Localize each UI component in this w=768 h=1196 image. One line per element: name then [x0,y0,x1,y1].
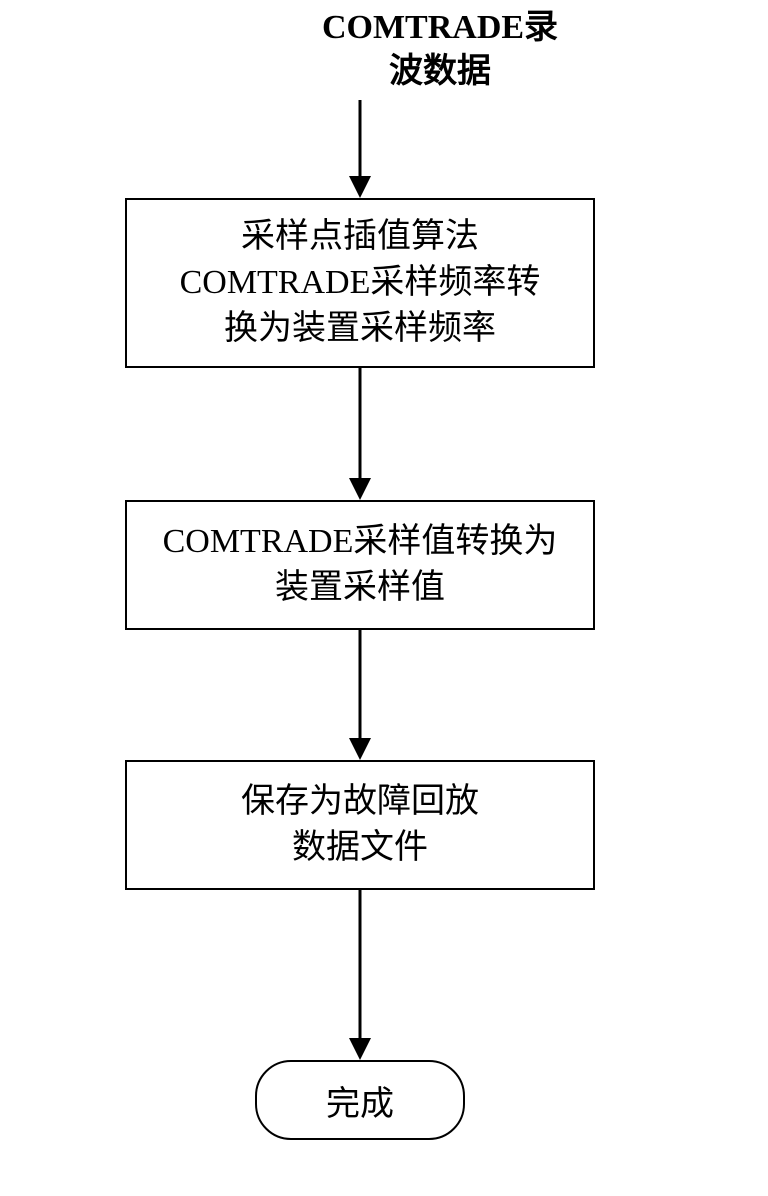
arrow-4 [340,890,380,1062]
flowchart-title: COMTRADE录 波数据 [290,6,590,94]
title-line1: COMTRADE录 [322,9,558,46]
terminal-complete: 完成 [255,1060,465,1140]
b3-line2: 数据文件 [292,829,428,866]
arrow-1 [340,100,380,200]
b1-line2: COMTRADE采样频率转 [180,264,541,301]
b1-line1: 采样点插值算法 [241,218,479,255]
step-save-file: 保存为故障回放 数据文件 [125,760,595,890]
b2-line2: 装置采样值 [275,569,445,606]
b2-line1: COMTRADE采样值转换为 [163,523,558,560]
flowchart-container: COMTRADE录 波数据 采样点插值算法 COMTRADE采样频率转 换为装置… [0,0,768,1196]
arrow-3 [340,630,380,762]
arrow-2 [340,368,380,502]
b3-line1: 保存为故障回放 [241,783,479,820]
b1-line3: 换为装置采样频率 [224,310,496,347]
step-interpolation: 采样点插值算法 COMTRADE采样频率转 换为装置采样频率 [125,198,595,368]
step-value-convert: COMTRADE采样值转换为 装置采样值 [125,500,595,630]
terminal-label: 完成 [326,1076,394,1125]
title-line2: 波数据 [389,53,491,90]
